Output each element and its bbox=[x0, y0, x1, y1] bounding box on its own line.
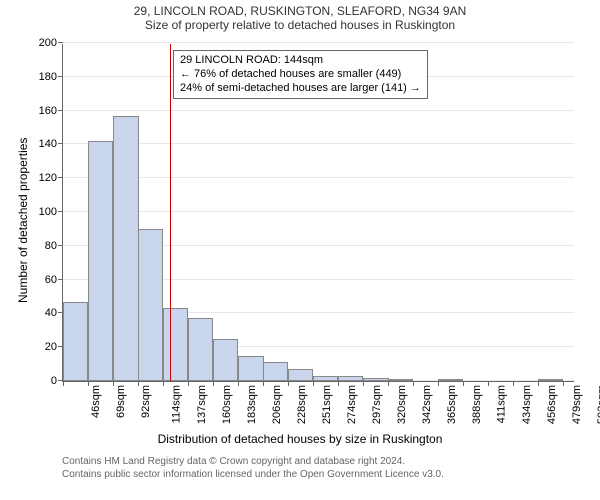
histogram-bar bbox=[263, 362, 288, 381]
xtick-mark bbox=[163, 381, 164, 386]
xtick-label: 183sqm bbox=[246, 385, 258, 424]
xtick-mark bbox=[413, 381, 414, 386]
xtick-label: 456sqm bbox=[546, 385, 558, 424]
xtick-label: 365sqm bbox=[446, 385, 458, 424]
xtick-mark bbox=[288, 381, 289, 386]
annotation-line: 24% of semi-detached houses are larger (… bbox=[180, 82, 421, 96]
gridline bbox=[63, 143, 574, 144]
xtick-mark bbox=[113, 381, 114, 386]
histogram-bar bbox=[113, 116, 138, 381]
ytick-label: 40 bbox=[45, 307, 63, 319]
xtick-label: 434sqm bbox=[522, 385, 534, 424]
xtick-label: 228sqm bbox=[296, 385, 308, 424]
histogram-bar bbox=[438, 379, 463, 381]
xtick-label: 502sqm bbox=[596, 385, 600, 424]
annotation-line: 29 LINCOLN ROAD: 144sqm bbox=[180, 54, 421, 68]
xtick-mark bbox=[438, 381, 439, 386]
y-axis-label: Number of detached properties bbox=[16, 138, 30, 303]
histogram-bar bbox=[163, 308, 188, 381]
xtick-mark bbox=[313, 381, 314, 386]
xtick-label: 92sqm bbox=[140, 385, 152, 418]
ytick-label: 20 bbox=[45, 341, 63, 353]
xtick-label: 251sqm bbox=[321, 385, 333, 424]
xtick-label: 297sqm bbox=[371, 385, 383, 424]
ytick-label: 180 bbox=[39, 71, 63, 83]
histogram-bar bbox=[538, 379, 563, 381]
xtick-mark bbox=[138, 381, 139, 386]
xtick-mark bbox=[563, 381, 564, 386]
histogram-bar bbox=[138, 229, 163, 381]
gridline bbox=[63, 177, 574, 178]
x-axis-label: Distribution of detached houses by size … bbox=[0, 432, 600, 446]
histogram-bar bbox=[188, 318, 213, 381]
histogram-bar bbox=[388, 379, 413, 381]
gridline bbox=[63, 110, 574, 111]
chart-title-block: 29, LINCOLN ROAD, RUSKINGTON, SLEAFORD, … bbox=[0, 4, 600, 32]
xtick-label: 479sqm bbox=[571, 385, 583, 424]
xtick-label: 388sqm bbox=[471, 385, 483, 424]
xtick-label: 342sqm bbox=[421, 385, 433, 424]
xtick-label: 411sqm bbox=[495, 385, 507, 423]
ytick-label: 160 bbox=[39, 105, 63, 117]
ytick-label: 120 bbox=[39, 172, 63, 184]
xtick-mark bbox=[88, 381, 89, 386]
histogram-bar bbox=[63, 302, 88, 381]
chart-title-line1: 29, LINCOLN ROAD, RUSKINGTON, SLEAFORD, … bbox=[0, 4, 600, 18]
xtick-mark bbox=[488, 381, 489, 386]
ytick-label: 100 bbox=[39, 206, 63, 218]
chart-title-line2: Size of property relative to detached ho… bbox=[0, 18, 600, 32]
histogram-bar bbox=[213, 339, 238, 381]
ytick-label: 140 bbox=[39, 138, 63, 150]
xtick-mark bbox=[538, 381, 539, 386]
xtick-label: 137sqm bbox=[196, 385, 208, 424]
xtick-mark bbox=[513, 381, 514, 386]
reference-line bbox=[170, 44, 171, 381]
xtick-mark bbox=[263, 381, 264, 386]
attribution-footer: Contains HM Land Registry data © Crown c… bbox=[62, 456, 444, 481]
gridline bbox=[63, 211, 574, 212]
xtick-mark bbox=[363, 381, 364, 386]
xtick-mark bbox=[188, 381, 189, 386]
xtick-label: 114sqm bbox=[170, 385, 182, 423]
ytick-label: 80 bbox=[45, 240, 63, 252]
xtick-mark bbox=[388, 381, 389, 386]
xtick-mark bbox=[238, 381, 239, 386]
histogram-bar bbox=[363, 378, 388, 381]
xtick-label: 160sqm bbox=[221, 385, 233, 424]
histogram-bar bbox=[313, 376, 338, 381]
ytick-label: 60 bbox=[45, 274, 63, 286]
xtick-mark bbox=[63, 381, 64, 386]
annotation-box: 29 LINCOLN ROAD: 144sqm← 76% of detached… bbox=[173, 50, 428, 99]
histogram-bar bbox=[338, 376, 363, 381]
histogram-bar bbox=[288, 369, 313, 381]
footer-line2: Contains public sector information licen… bbox=[62, 469, 444, 482]
gridline bbox=[63, 42, 574, 43]
xtick-label: 206sqm bbox=[272, 385, 284, 424]
histogram-bar bbox=[238, 356, 263, 381]
xtick-label: 46sqm bbox=[90, 385, 102, 418]
ytick-label: 0 bbox=[51, 375, 63, 387]
xtick-mark bbox=[463, 381, 464, 386]
ytick-label: 200 bbox=[39, 37, 63, 49]
xtick-label: 320sqm bbox=[397, 385, 409, 424]
histogram-plot: 02040608010012014016018020046sqm69sqm92s… bbox=[62, 44, 574, 382]
annotation-line: ← 76% of detached houses are smaller (44… bbox=[180, 68, 421, 82]
xtick-label: 274sqm bbox=[346, 385, 358, 424]
xtick-mark bbox=[338, 381, 339, 386]
xtick-label: 69sqm bbox=[115, 385, 127, 418]
histogram-bar bbox=[88, 141, 113, 381]
footer-line1: Contains HM Land Registry data © Crown c… bbox=[62, 456, 444, 469]
xtick-mark bbox=[213, 381, 214, 386]
